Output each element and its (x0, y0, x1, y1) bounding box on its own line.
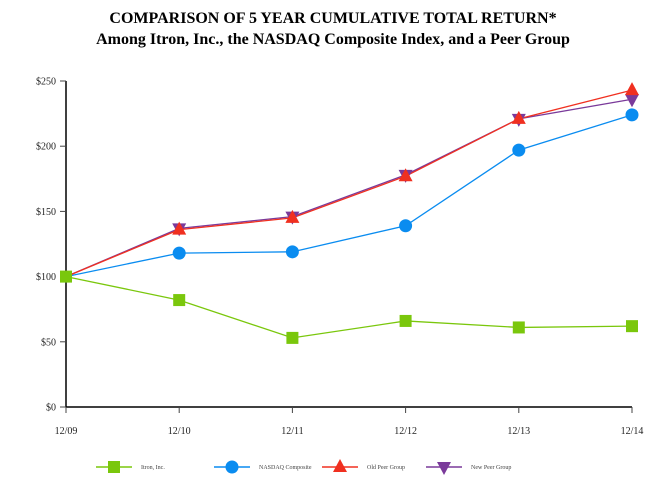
y-tick-label: $200 (36, 142, 56, 153)
data-point-1-3 (399, 219, 413, 233)
series-markers (60, 82, 639, 344)
x-tick-label: 12/09 (55, 426, 78, 437)
data-point-2-3 (398, 168, 413, 182)
x-tick-label: 12/10 (168, 426, 191, 437)
y-tick-label: $250 (36, 77, 56, 88)
chart-title: COMPARISON OF 5 YEAR CUMULATIVE TOTAL RE… (109, 10, 557, 27)
data-point-2-2 (285, 209, 300, 223)
y-tick-label: $100 (36, 272, 56, 283)
chart-subtitle: Among Itron, Inc., the NASDAQ Composite … (96, 31, 570, 48)
legend-item: NASDAQ Composite (214, 460, 312, 474)
data-point-0-0 (60, 270, 72, 283)
data-point-0-1 (173, 294, 186, 307)
data-point-3-5 (625, 94, 639, 108)
x-tick-label: 12/12 (394, 426, 417, 437)
axes: $0 $50 $100 $150 $200 $250 12/09 12/10 12/11 12/1… (36, 77, 643, 438)
y-tick-label: $0 (46, 403, 56, 414)
legend-label: Itron, Inc. (141, 465, 165, 471)
legend-marker-triangle-down-icon (437, 462, 451, 475)
y-tick-label: $150 (36, 207, 56, 218)
data-point-1-2 (285, 245, 299, 259)
series-line-1 (65, 114, 633, 278)
series-lines (65, 89, 633, 339)
data-point-0-4 (512, 321, 525, 334)
legend-label: Old Peer Group (367, 465, 405, 471)
legend-label: New Peer Group (471, 465, 511, 471)
data-point-2-4 (511, 110, 526, 124)
data-point-0-3 (399, 314, 412, 327)
data-point-2-5 (625, 82, 639, 96)
legend-item: New Peer Group (426, 462, 511, 475)
legend-item: Itron, Inc. (96, 461, 165, 473)
series-line-3 (65, 98, 633, 278)
legend: Itron, Inc. NASDAQ Composite Old Peer Grou… (96, 459, 511, 475)
data-point-1-5 (625, 108, 639, 122)
x-tick-label: 12/11 (281, 426, 303, 437)
data-point-0-2 (286, 331, 299, 344)
data-point-2-1 (172, 221, 187, 235)
data-point-0-5 (626, 320, 638, 333)
x-tick-label: 12/13 (507, 426, 530, 437)
legend-marker-circle-icon (225, 460, 239, 474)
x-tick-label: 12/14 (621, 426, 644, 437)
legend-marker-triangle-up-icon (333, 459, 347, 472)
series-line-2 (65, 89, 633, 278)
legend-item: Old Peer Group (322, 459, 405, 472)
legend-label: NASDAQ Composite (259, 465, 312, 471)
series-line-0 (65, 275, 633, 339)
data-point-1-1 (172, 246, 186, 260)
data-point-1-4 (512, 143, 526, 157)
legend-marker-square-icon (108, 461, 120, 473)
y-tick-label: $50 (41, 337, 56, 348)
